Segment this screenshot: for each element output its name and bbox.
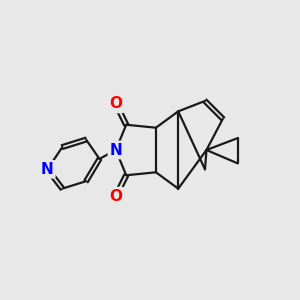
Text: N: N [110, 142, 122, 158]
Text: N: N [41, 162, 54, 177]
Text: O: O [109, 189, 122, 204]
Text: O: O [109, 96, 122, 111]
